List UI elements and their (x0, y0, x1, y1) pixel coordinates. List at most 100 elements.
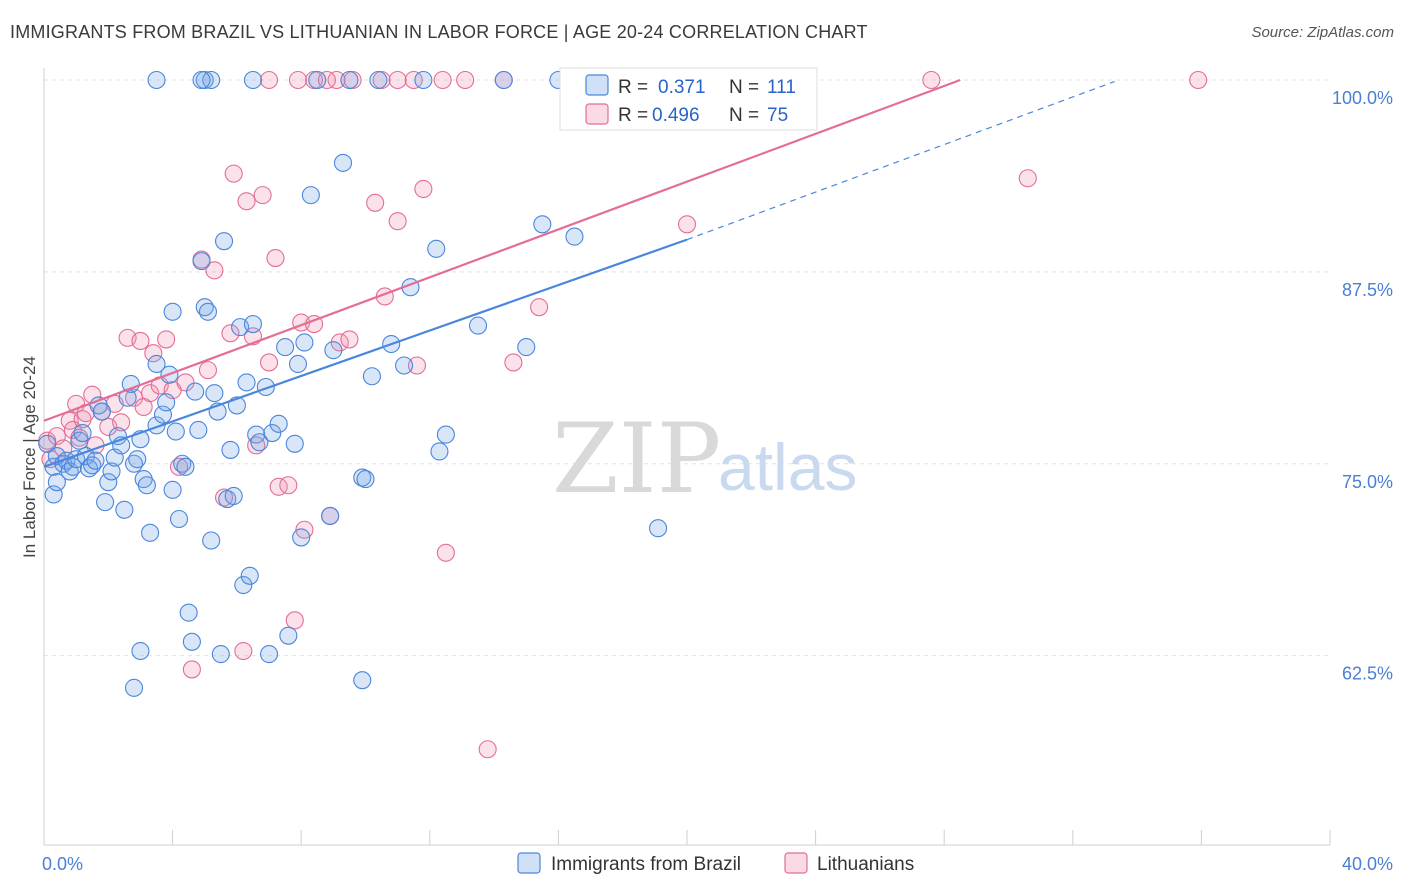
data-point (388, 212, 407, 231)
data-point (79, 459, 99, 478)
y-tick-label: 87.5% (1342, 280, 1393, 300)
legend-swatch-pink (585, 103, 609, 125)
data-point (176, 373, 195, 392)
data-point (221, 324, 240, 343)
data-point (192, 70, 211, 90)
data-point (253, 186, 272, 205)
bottom-legend-swatch-blue (517, 852, 541, 874)
trendline-blue (43, 238, 688, 468)
legend-n-value-1: 111 (767, 77, 796, 98)
data-point (198, 361, 218, 380)
data-point (86, 451, 105, 470)
y-axis-label: In Labor Force | Age 20-24 (20, 356, 39, 558)
data-point (234, 641, 253, 661)
data-point (414, 70, 433, 90)
data-point (395, 356, 414, 375)
data-point (263, 423, 282, 443)
data-point (285, 434, 304, 453)
x-tick-label: 0.0% (42, 854, 83, 874)
data-point (131, 641, 150, 661)
data-point (353, 468, 372, 487)
legend-r-label-1: R = (618, 77, 648, 98)
data-point (478, 740, 497, 759)
y-tick-label: 75.0% (1342, 472, 1393, 492)
data-point (565, 227, 584, 246)
data-point (163, 302, 182, 321)
data-point (112, 413, 131, 432)
data-point (115, 500, 134, 519)
data-point (427, 239, 446, 258)
data-point (99, 473, 118, 492)
data-point (234, 575, 253, 595)
data-point (240, 566, 259, 585)
data-point (38, 434, 57, 453)
legend-n-value-2: 75 (767, 105, 788, 126)
x-tick-label: 40.0% (1342, 854, 1393, 874)
data-point (250, 433, 269, 452)
legend-box: R = 0.371 N = 111 R = 0.496 N = 75 (559, 67, 818, 131)
data-point (202, 531, 221, 550)
data-point (96, 493, 115, 512)
data-point (436, 543, 455, 562)
data-point (922, 70, 941, 90)
data-point (340, 70, 359, 90)
data-point (121, 374, 140, 393)
data-point (128, 450, 147, 469)
data-point (430, 442, 449, 461)
data-point (321, 506, 340, 525)
data-point (279, 476, 298, 495)
data-point (288, 354, 308, 374)
data-point (102, 462, 121, 481)
data-point (141, 384, 160, 403)
data-point (366, 193, 385, 212)
data-point (147, 70, 166, 90)
data-point (269, 414, 288, 433)
data-point (494, 70, 513, 90)
data-point (362, 367, 381, 386)
bottom-legend-swatch-pink (784, 852, 808, 874)
data-point (137, 476, 156, 495)
data-point (259, 645, 279, 664)
data-point (214, 488, 234, 507)
data-point (353, 671, 372, 690)
data-point (182, 660, 201, 679)
legend-n-label-2: N = (729, 105, 759, 126)
trendline-pink (43, 78, 961, 422)
data-point (433, 70, 452, 90)
data-point (179, 603, 198, 622)
data-point (356, 470, 375, 489)
data-point (205, 261, 224, 280)
data-point (141, 523, 160, 542)
watermark-atlas: atlas (718, 430, 857, 504)
data-point (211, 645, 230, 664)
data-point (677, 215, 697, 234)
data-point (649, 519, 668, 538)
legend-n-label-1: N = (729, 77, 759, 98)
data-point (436, 425, 455, 444)
trendline-extension-blue (686, 80, 1115, 241)
watermark: ZIP atlas (552, 403, 857, 515)
axes (43, 68, 1331, 846)
data-point (163, 480, 182, 499)
data-point (124, 678, 144, 697)
data-point (407, 356, 426, 375)
data-point (169, 509, 189, 529)
data-point (288, 70, 308, 90)
data-point (73, 423, 92, 443)
data-point (224, 164, 243, 183)
legend-r-label-2: R = (618, 105, 648, 126)
data-point (169, 457, 189, 476)
legend-r-value-1: 0.371 (658, 77, 706, 98)
data-point (221, 440, 240, 459)
data-point (202, 70, 221, 90)
data-point (247, 436, 266, 455)
data-point (259, 70, 279, 90)
bottom-legend-label-lithuanians: Lithuanians (817, 854, 914, 875)
data-point (157, 393, 176, 412)
data-point (301, 186, 320, 205)
data-point (214, 232, 234, 251)
data-point (276, 338, 295, 357)
watermark-zip: ZIP (552, 403, 721, 515)
legend-swatch-blue (585, 74, 609, 96)
